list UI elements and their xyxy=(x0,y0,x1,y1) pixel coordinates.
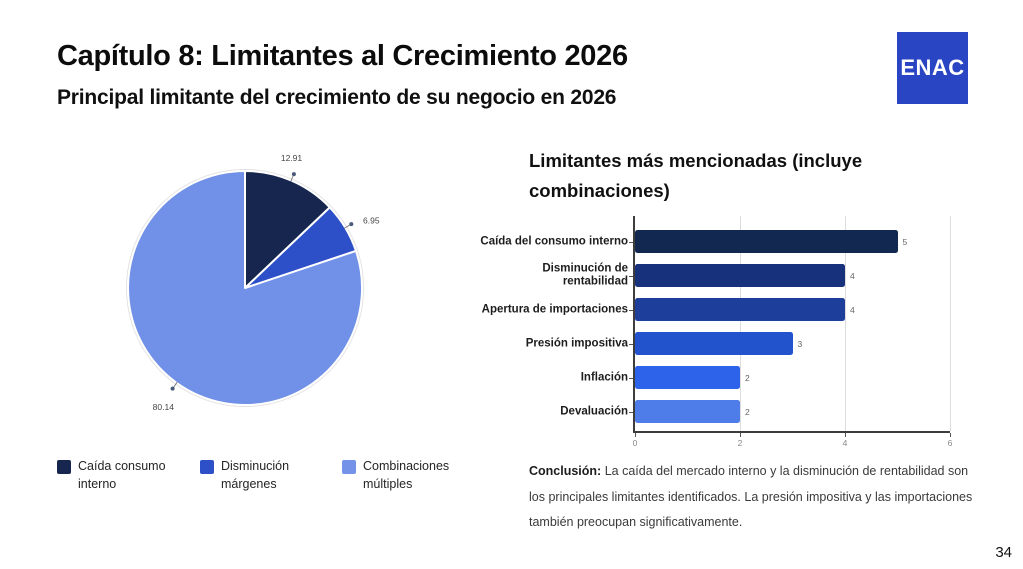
legend-item-caida-consumo: Caída consumo interno xyxy=(57,458,186,493)
bar-4 xyxy=(635,366,740,389)
legend-label: Caída consumo interno xyxy=(78,459,166,491)
x-axis-tick-label: 0 xyxy=(632,438,638,448)
legend-swatch xyxy=(200,460,214,474)
bar-5 xyxy=(635,400,740,423)
pie-leader-dot xyxy=(349,222,354,227)
bar-chart: 0 2 4 6 5 4 4 3 2 2 xyxy=(629,216,952,448)
bar-2 xyxy=(635,298,845,321)
pie-value-label: 80.14 xyxy=(153,402,175,412)
bar-value-label: 5 xyxy=(902,236,908,247)
bar-0 xyxy=(635,230,898,253)
bar-3 xyxy=(635,332,793,355)
gridline xyxy=(949,216,951,431)
bar-value-label: 4 xyxy=(850,304,855,315)
conclusion-label: Conclusión: xyxy=(529,464,602,478)
bar-value-label: 4 xyxy=(850,270,855,281)
bar-category-label: Apertura de importaciones xyxy=(481,302,628,315)
bar-category-label: Devaluación xyxy=(560,404,628,417)
legend-swatch xyxy=(57,460,71,474)
bar-category-label: Presión impositiva xyxy=(525,336,628,349)
pie-leader-dot xyxy=(170,386,175,391)
x-axis-tick xyxy=(739,433,741,437)
y-axis-tick xyxy=(629,343,633,345)
bar-chart-title: Limitantes más mencionadas (incluye comb… xyxy=(529,150,863,201)
bar-value-label: 2 xyxy=(745,372,750,383)
bar-1 xyxy=(635,264,845,287)
x-axis-tick xyxy=(844,433,846,437)
y-axis-tick xyxy=(629,309,633,311)
x-axis-tick-label: 2 xyxy=(737,438,743,448)
pie-leader-dot xyxy=(291,172,296,177)
legend-label: Combinaciones múltiples xyxy=(363,459,450,491)
legend-item-combinaciones-multiples: Combinaciones múltiples xyxy=(342,458,471,493)
pie-value-label: 6.95 xyxy=(363,216,380,226)
x-axis-tick-label: 4 xyxy=(842,438,848,448)
y-axis-tick xyxy=(629,377,633,379)
enac-logo-text: ENAC xyxy=(900,55,965,80)
x-axis-tick xyxy=(949,433,951,437)
pie-value-label: 12.91 xyxy=(281,153,303,163)
bar-category-label: Disminución de rentabilidad xyxy=(542,262,628,288)
enac-logo: ENAC xyxy=(897,32,968,104)
page-title: Capítulo 8: Limitantes al Crecimiento 20… xyxy=(57,40,628,72)
bar-value-label: 3 xyxy=(797,338,803,349)
pie-outline xyxy=(126,169,364,407)
bar-category-labels: Caída del consumo interno Disminución de … xyxy=(440,216,628,431)
gridline xyxy=(739,216,741,431)
page-number: 34 xyxy=(995,544,1012,561)
legend-label: Disminución márgenes xyxy=(221,459,290,491)
y-axis-tick xyxy=(629,411,633,413)
x-axis-tick-label: 6 xyxy=(947,438,953,448)
bar-value-label: 2 xyxy=(745,406,750,417)
conclusion-body: La caída del mercado interno y la dismin… xyxy=(529,464,973,529)
legend-item-disminucion-margenes: Disminución márgenes xyxy=(200,458,329,493)
bar-category-label: Inflación xyxy=(580,370,628,383)
page-subtitle: Principal limitante del crecimiento de s… xyxy=(57,86,617,109)
x-axis-tick xyxy=(634,433,636,437)
y-axis-tick xyxy=(629,241,633,243)
gridline xyxy=(844,216,846,431)
y-axis-tick xyxy=(629,275,633,277)
bar-category-label: Caída del consumo interno xyxy=(480,234,628,247)
pie-chart: 12.91 6.95 80.14 xyxy=(126,153,380,412)
legend-swatch xyxy=(342,460,356,474)
conclusion-text: Conclusión: La caída del mercado interno… xyxy=(529,459,974,536)
